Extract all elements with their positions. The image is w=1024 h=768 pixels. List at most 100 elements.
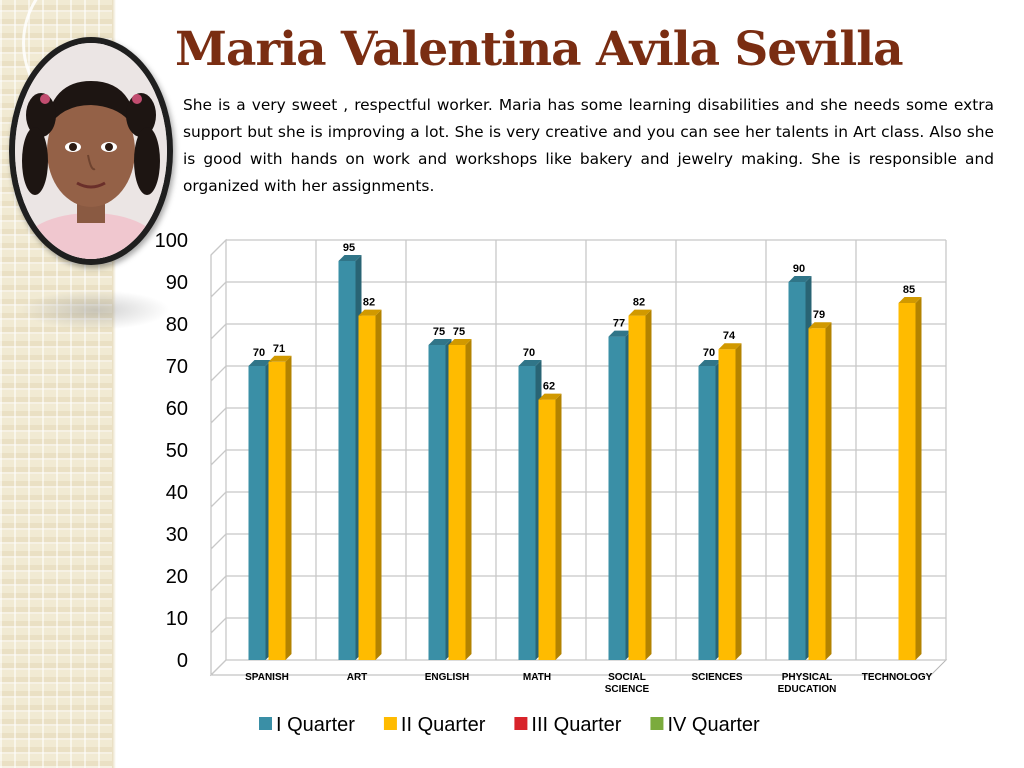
x-category-label: SPANISH bbox=[245, 672, 289, 683]
x-category-label: TECHNOLOGY bbox=[862, 672, 933, 683]
student-portrait-photo-graphic bbox=[15, 43, 167, 259]
bar-side bbox=[285, 355, 292, 660]
bar-front bbox=[788, 282, 806, 660]
gridline bbox=[210, 365, 946, 382]
legend-swatch bbox=[259, 717, 272, 730]
bar-side bbox=[375, 309, 382, 660]
bar-value-label: 70 bbox=[703, 347, 715, 359]
bar-value-label: 85 bbox=[903, 284, 915, 296]
y-tick-label: 30 bbox=[166, 524, 188, 546]
x-category-label: SCIENCES bbox=[691, 672, 742, 683]
bar-front bbox=[718, 349, 736, 660]
bar-top bbox=[788, 276, 812, 282]
bar-side bbox=[825, 322, 832, 660]
y-tick-label: 10 bbox=[166, 608, 188, 630]
y-tick-label: 100 bbox=[155, 230, 188, 252]
bar-top bbox=[718, 343, 742, 350]
bar-front bbox=[448, 345, 466, 660]
bar-value-label: 75 bbox=[433, 326, 445, 338]
bar-value-label: 75 bbox=[453, 326, 465, 338]
legend-item: IV Quarter bbox=[650, 714, 760, 736]
student-portrait-photo bbox=[15, 43, 167, 259]
bar-top bbox=[898, 297, 922, 303]
bar bbox=[808, 322, 832, 660]
bar-value-label: 62 bbox=[543, 381, 555, 393]
x-category-label: ART bbox=[347, 672, 368, 683]
gridline bbox=[210, 281, 946, 298]
legend-swatch bbox=[650, 717, 664, 730]
gridline bbox=[210, 407, 946, 424]
gridline bbox=[210, 533, 946, 550]
decorative-glow bbox=[20, 290, 170, 330]
y-tick-label: 50 bbox=[166, 440, 188, 462]
x-category-label-line: SCIENCE bbox=[605, 684, 650, 695]
x-category-label: SOCIAL SCIENCE bbox=[605, 672, 650, 695]
legend-item: I Quarter bbox=[259, 714, 355, 736]
bar-value-label: 95 bbox=[343, 242, 355, 254]
x-category-label-line: SCIENCES bbox=[691, 672, 742, 683]
bar-front bbox=[608, 336, 626, 660]
student-description: She is a very sweet , respectful worker.… bbox=[183, 96, 994, 195]
bar bbox=[718, 343, 742, 660]
bar-front bbox=[268, 361, 286, 660]
bar bbox=[518, 360, 542, 660]
bar-front bbox=[518, 366, 536, 660]
bar bbox=[428, 339, 452, 660]
bar-value-label: 90 bbox=[793, 263, 805, 275]
gridline bbox=[210, 617, 946, 634]
gridline bbox=[210, 449, 946, 466]
bar-front bbox=[628, 315, 646, 660]
legend-item: II Quarter bbox=[383, 714, 486, 736]
y-tick-label: 90 bbox=[166, 272, 188, 294]
bar bbox=[898, 297, 922, 660]
bar-top bbox=[608, 330, 632, 337]
bar-value-label: 74 bbox=[723, 330, 736, 342]
bar-side bbox=[555, 393, 562, 660]
bar-front bbox=[428, 345, 446, 660]
legend-swatch bbox=[383, 717, 397, 730]
x-category-label: PHYSICAL EDUCATION bbox=[778, 672, 837, 695]
bar bbox=[358, 309, 382, 660]
x-category-label-line: MATH bbox=[523, 672, 551, 683]
bar-top bbox=[628, 309, 652, 316]
legend-label: I Quarter bbox=[276, 714, 355, 736]
y-tick-label: 60 bbox=[166, 398, 188, 420]
y-tick-label: 20 bbox=[166, 566, 188, 588]
x-category-label-line: SPANISH bbox=[245, 672, 289, 683]
bar bbox=[338, 255, 362, 660]
legend-label: III Quarter bbox=[531, 714, 621, 736]
bar-top bbox=[248, 360, 272, 366]
bar-value-label: 70 bbox=[523, 347, 535, 359]
bar-side bbox=[645, 309, 652, 660]
chart-floor bbox=[209, 659, 948, 676]
x-category-label-line: ART bbox=[347, 672, 368, 683]
bar-front bbox=[808, 328, 826, 660]
bar-value-label: 77 bbox=[613, 318, 625, 330]
legend-label: II Quarter bbox=[401, 714, 486, 736]
bar-front bbox=[248, 366, 266, 660]
legend-label: IV Quarter bbox=[667, 714, 760, 736]
bar-side bbox=[735, 343, 742, 660]
legend-swatch bbox=[514, 717, 528, 730]
gridline bbox=[210, 491, 946, 508]
bar-top bbox=[338, 255, 362, 261]
gridline bbox=[210, 323, 946, 340]
bar-front bbox=[538, 399, 556, 660]
bar-side bbox=[465, 339, 472, 660]
bar-front bbox=[358, 315, 376, 660]
decorative-side-edge bbox=[112, 0, 116, 768]
gridline bbox=[210, 575, 946, 592]
x-category-label: ENGLISH bbox=[425, 672, 469, 683]
x-category-label-line: SOCIAL bbox=[608, 672, 646, 683]
bar-top bbox=[448, 339, 472, 345]
y-tick-label: 80 bbox=[166, 314, 188, 336]
bar-value-label: 70 bbox=[253, 347, 265, 359]
bar bbox=[628, 309, 652, 660]
bar-top bbox=[538, 393, 562, 400]
bar-top bbox=[518, 360, 542, 366]
bar-front bbox=[698, 366, 716, 660]
bar-front bbox=[338, 261, 356, 660]
bar-top bbox=[358, 309, 382, 316]
bar-top bbox=[698, 360, 722, 366]
bar bbox=[538, 393, 562, 660]
